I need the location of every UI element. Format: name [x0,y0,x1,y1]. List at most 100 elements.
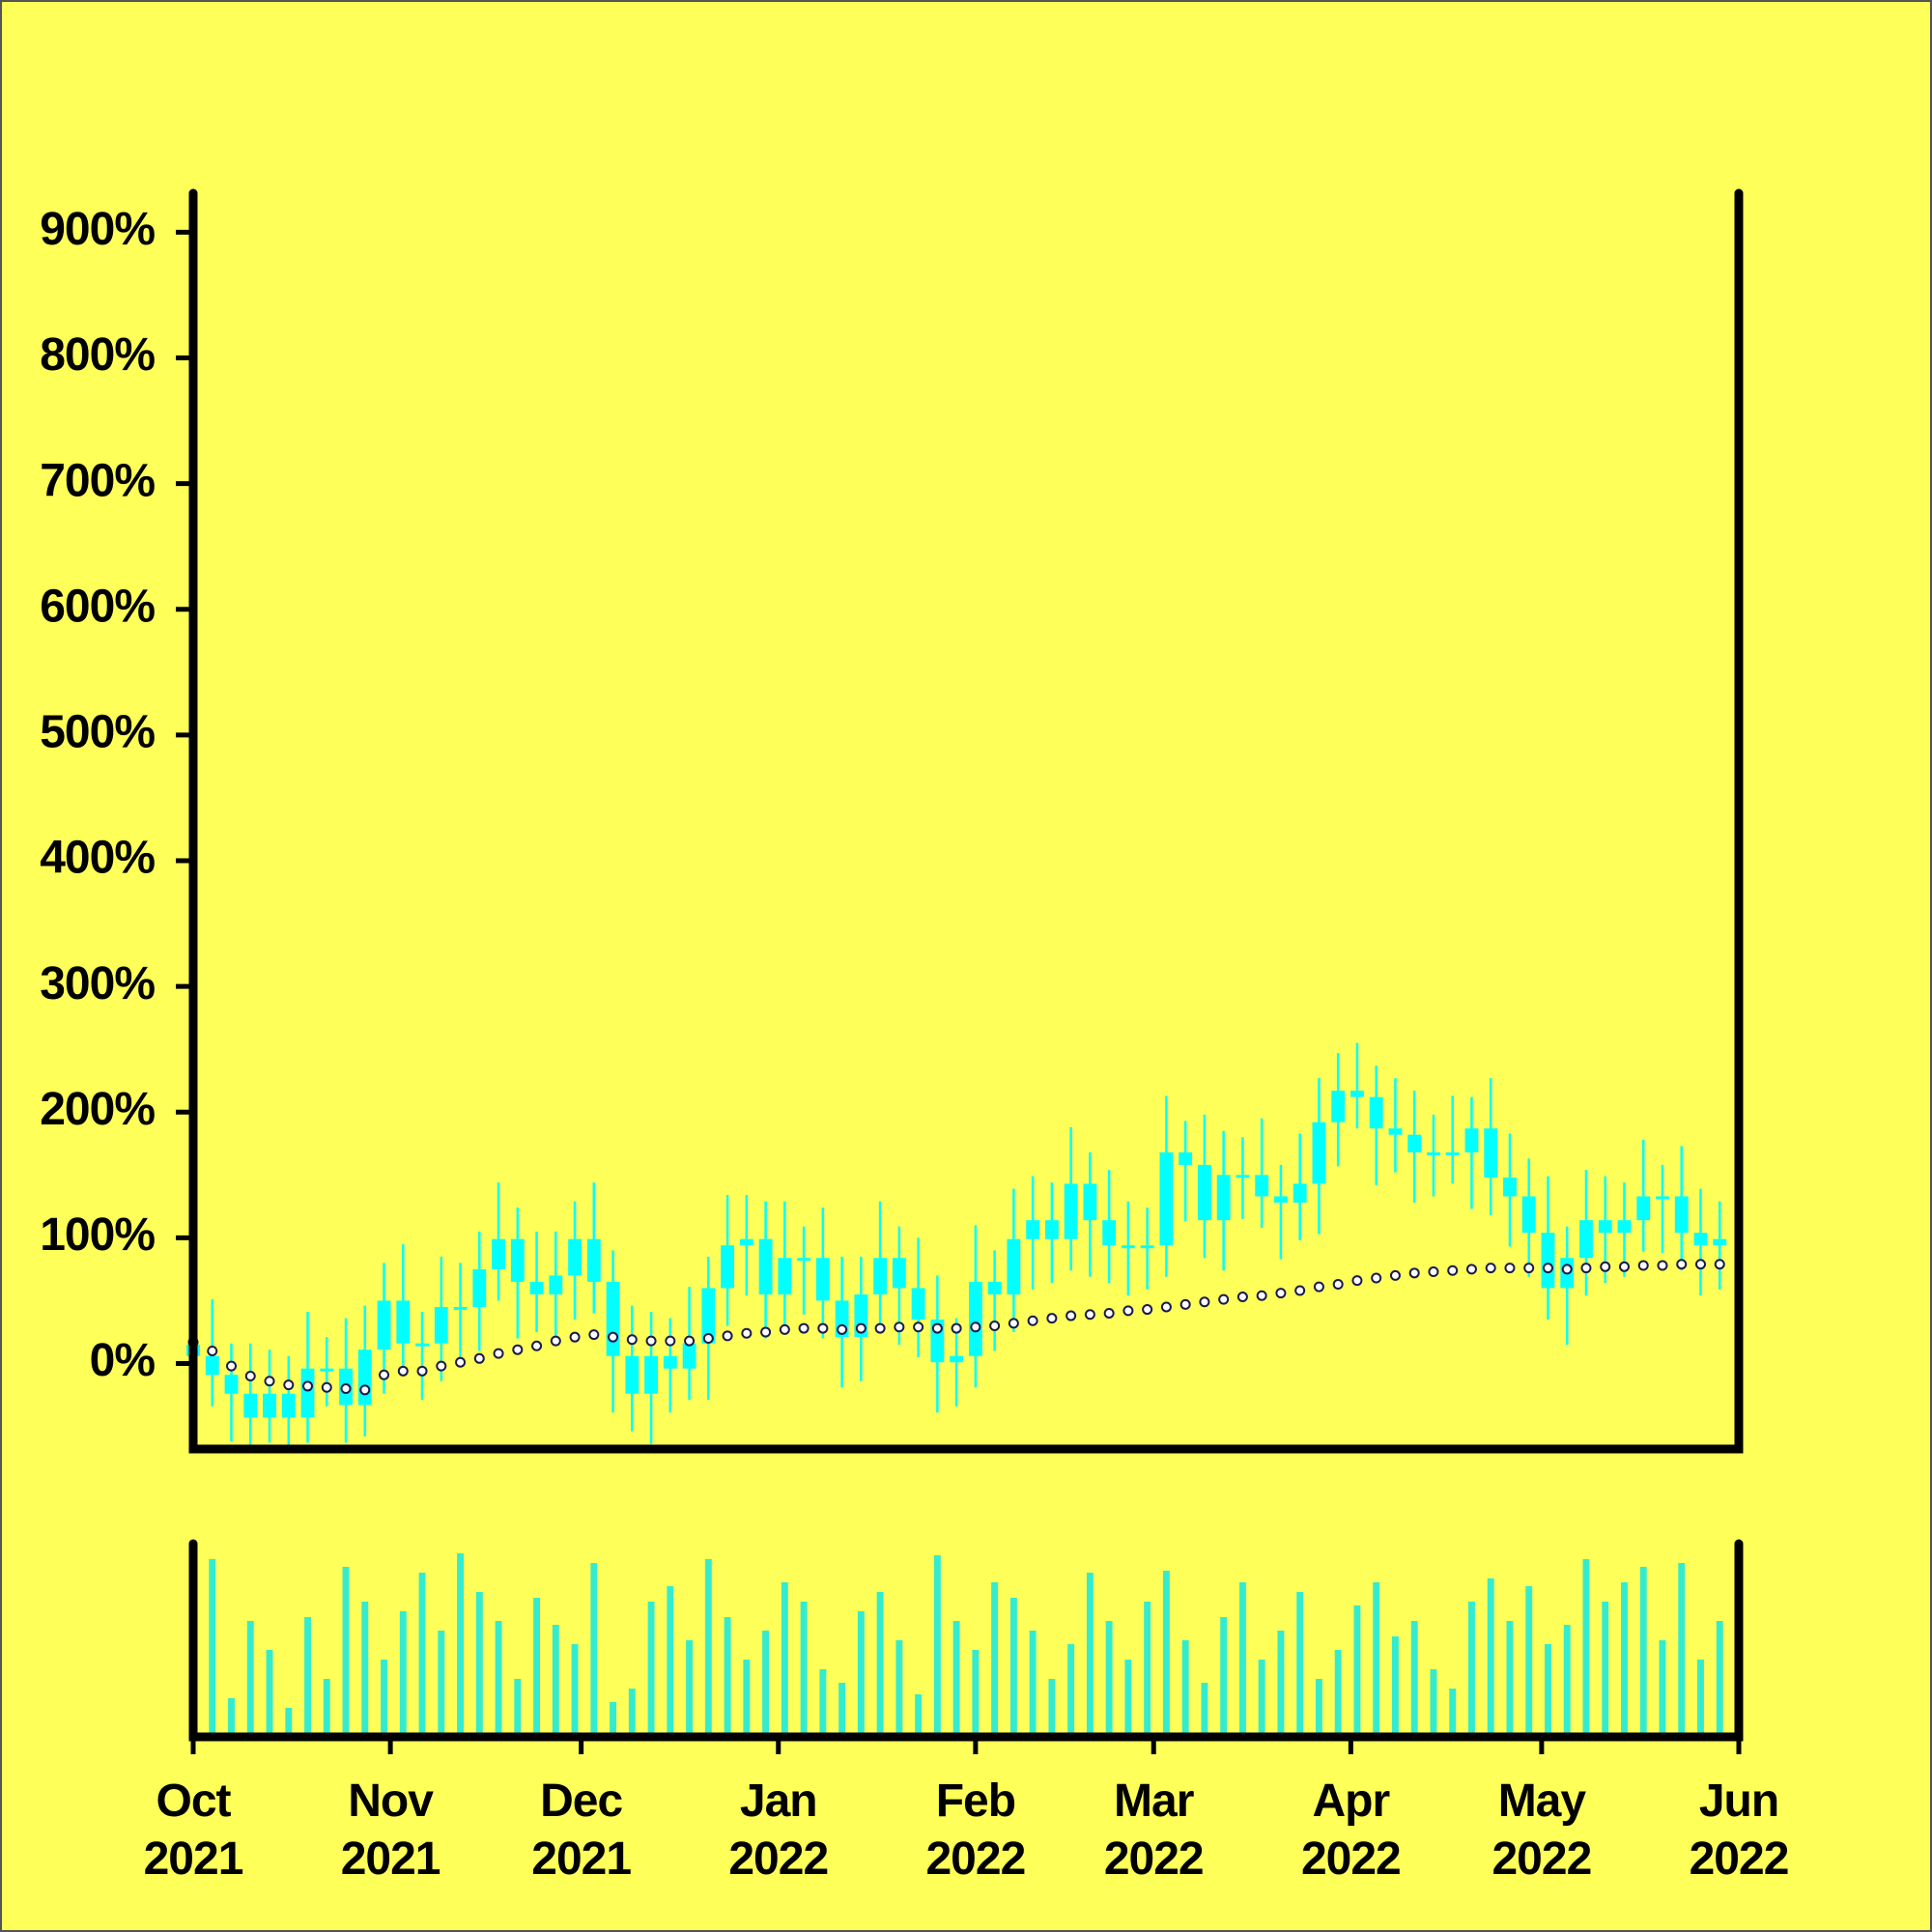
volume-bar [1506,1621,1514,1737]
volume-bar [952,1621,960,1737]
candle-body [663,1355,677,1369]
y-tick-label: 900% [40,204,155,255]
volume-bar [1716,1621,1723,1737]
volume-bar [1602,1602,1609,1737]
x-tick-label: Apr 2022 [1300,1776,1402,1885]
moving-average-point [1465,1264,1477,1275]
candle-body [1293,1183,1307,1203]
moving-average-point [1332,1279,1344,1291]
moving-average-point [244,1371,256,1382]
volume-bar [246,1621,254,1737]
candle-body [1579,1220,1593,1259]
candle-body [1274,1196,1288,1203]
x-tick-label: Jan 2022 [728,1776,829,1885]
moving-average-point [1447,1264,1459,1276]
volume-bar [533,1598,541,1737]
candle-body [739,1238,753,1246]
moving-average-point [588,1329,600,1341]
candle-body [987,1281,1002,1294]
candle-body [1216,1175,1231,1221]
moving-average-point [913,1321,924,1333]
volume-bar [1258,1660,1265,1737]
candle-body [492,1238,505,1269]
candle-body [701,1288,716,1344]
volume-bar [1277,1631,1285,1737]
moving-average-point [970,1321,981,1333]
moving-average-point [722,1330,733,1342]
moving-average-point [1694,1259,1706,1270]
volume-bar [1162,1571,1170,1737]
moving-average-point [1179,1298,1191,1310]
y-tick-label: 700% [40,455,155,506]
candle-body [950,1355,964,1363]
volume-bar [361,1602,369,1737]
volume-bar [1639,1567,1647,1737]
y-tick-label: 800% [40,329,155,381]
candle-body [396,1300,411,1344]
volume-bar [1009,1598,1017,1737]
volume-bar [1296,1592,1304,1737]
y-tick-label: 0% [90,1335,156,1386]
candle-body [1427,1151,1440,1155]
volume-bar [1563,1625,1571,1737]
moving-average-point [798,1322,810,1334]
moving-average-point [321,1381,332,1393]
moving-average-point [779,1323,790,1335]
candle-body [1521,1196,1536,1234]
volume-bar [1697,1660,1704,1737]
volume-bar [1086,1573,1094,1737]
candle-body [1198,1164,1211,1221]
x-tick-label: Nov 2021 [340,1776,441,1885]
volume-bar [266,1650,273,1737]
volume-bar [991,1582,999,1737]
volume-bar [876,1592,884,1737]
x-tick-label: Feb 2022 [925,1776,1026,1885]
candle-body [1656,1196,1669,1200]
candle-body [682,1343,696,1369]
y-tick-label: 300% [40,958,155,1009]
plot [186,1042,1727,1737]
y-tick-label: 100% [40,1209,155,1261]
volume-bar [514,1679,522,1737]
volume-bar [381,1660,387,1737]
volume-bar [1353,1605,1361,1737]
moving-average-point [1561,1264,1573,1275]
volume-bar [1430,1669,1437,1737]
moving-average-point [512,1344,524,1355]
moving-average-point [264,1376,275,1387]
moving-average-point [1008,1318,1019,1329]
candle-body [568,1238,582,1276]
moving-average-point [1256,1290,1267,1301]
candle-body [205,1355,219,1376]
candle-body [472,1268,487,1307]
moving-average-point [302,1380,314,1392]
candle-body [453,1306,468,1310]
volume-bar [686,1640,694,1737]
moving-average-point [1046,1313,1058,1324]
candle-body [510,1238,525,1282]
volume-bar [323,1679,330,1737]
candle-body [778,1258,792,1294]
volume-bar [1220,1617,1228,1737]
candle-body [1636,1196,1651,1221]
x-tick-label: Oct 2021 [143,1776,244,1885]
volume-bar [762,1631,770,1737]
candle-body [1121,1245,1135,1249]
moving-average-point [493,1348,504,1359]
candle-body [549,1275,563,1294]
moving-average-point [1371,1272,1382,1284]
volume-bar [838,1683,846,1737]
candle-body [281,1393,296,1418]
moving-average-point [608,1331,619,1343]
volume-bar [457,1553,464,1737]
volume-bar [1410,1621,1418,1737]
moving-average-point [436,1360,447,1372]
moving-average-point [1122,1305,1134,1317]
moving-average-point [874,1322,886,1334]
moving-average-point [1199,1296,1210,1308]
moving-average-point [283,1379,295,1391]
candle-body [357,1350,372,1406]
moving-average-point [626,1334,638,1346]
volume-bar [552,1625,559,1737]
